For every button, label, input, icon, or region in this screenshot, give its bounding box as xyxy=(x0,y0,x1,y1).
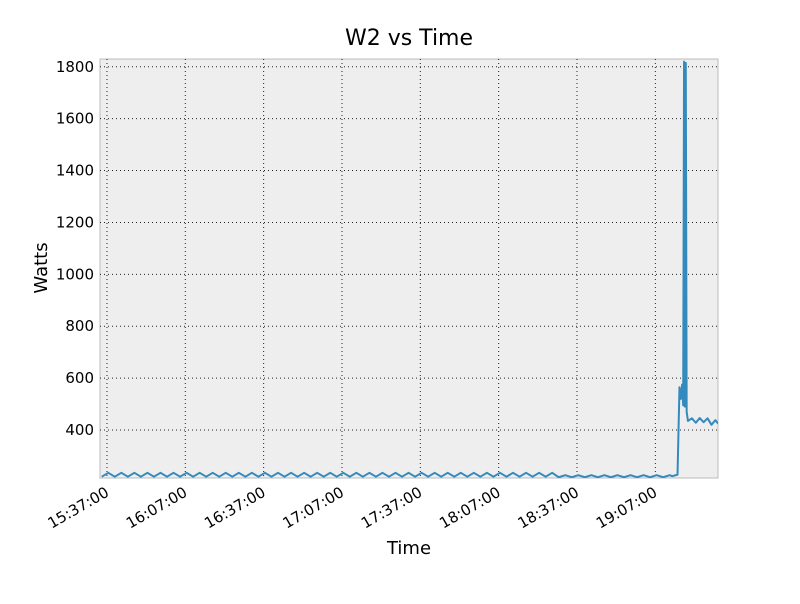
chart-title: W2 vs Time xyxy=(345,26,473,51)
y-tick-label: 1600 xyxy=(56,110,94,128)
y-tick-label: 1000 xyxy=(56,265,94,283)
x-tick-label: 18:37:00 xyxy=(515,483,582,532)
x-tick-label: 16:07:00 xyxy=(123,483,190,532)
y-tick-label: 1200 xyxy=(56,213,94,231)
y-tick-label: 1800 xyxy=(56,58,94,76)
x-tick-label: 15:37:00 xyxy=(45,483,112,532)
plot-area xyxy=(99,58,719,479)
marks xyxy=(101,60,718,478)
x-tick-label: 17:07:00 xyxy=(280,483,347,532)
y-axis-label: Watts xyxy=(31,242,52,293)
x-tick-label: 17:37:00 xyxy=(358,483,425,532)
data-line xyxy=(101,60,718,478)
grid xyxy=(100,59,718,478)
x-tick-label: 18:07:00 xyxy=(436,483,503,532)
y-tick-label: 800 xyxy=(65,317,94,335)
y-tick-label: 1400 xyxy=(56,162,94,180)
x-tick-label: 16:37:00 xyxy=(201,483,268,532)
y-tick-label: 600 xyxy=(65,369,94,387)
x-tick-label: 19:07:00 xyxy=(593,483,660,532)
x-axis-label: Time xyxy=(386,538,431,559)
y-tick-label: 400 xyxy=(65,421,94,439)
